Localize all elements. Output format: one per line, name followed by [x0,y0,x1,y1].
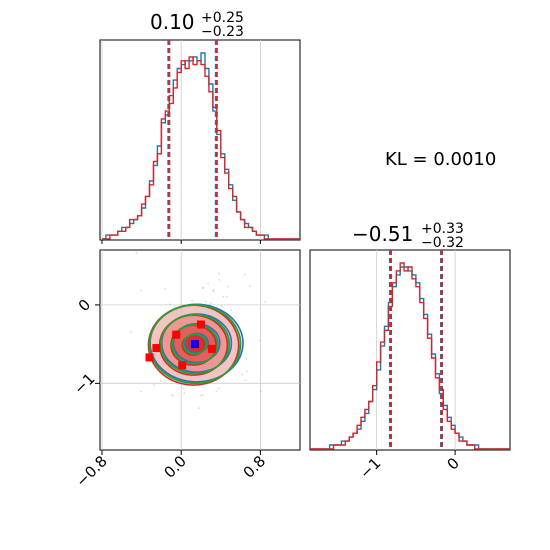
joint-sample-point [159,380,162,383]
joint-red-marker-2 [152,344,161,353]
marginal-param2-panel: −0.51 +0.33 −0.32 [309,221,511,451]
param1-title-minus: −0.23 [201,24,244,40]
joint-red-marker-5 [178,361,187,370]
joint-sample-point [230,309,232,312]
joint-sample-point [152,383,155,386]
param1-tick-label-0: −0.8 [72,452,110,490]
joint-contour-line-green-2 [171,323,219,365]
joint-sample-point [130,331,132,334]
joint-sample-point [171,393,173,396]
joint-sample-point [191,299,194,302]
param2-left-tick-label-0: −1 [70,370,98,398]
joint-sample-point [183,392,186,394]
joint-sample-point [210,302,212,305]
marginal-param2-title: −0.51 +0.33 −0.32 [352,221,464,251]
joint-sample-point [227,285,229,288]
joint-sample-point [212,290,215,293]
joint-sample-point [140,289,143,292]
param2-bottom-tick-label-1: 0 [443,454,462,473]
joint-sample-point [202,394,204,397]
joint-sample-point [207,282,209,285]
joint-blue-marker [191,340,200,349]
param1-tick-label-2: 0.8 [240,452,270,482]
marginal-param1-hist-series-a [102,52,300,240]
param2-left-tick-label-1: 0 [75,296,94,315]
joint-sample-point [222,295,225,298]
marginal-param2-frame [309,249,511,451]
joint-sample-point [200,394,202,397]
param2-title-minus: −0.32 [421,235,464,251]
marginal-param1-panel: 0.10 +0.25 −0.23 [99,10,301,241]
joint-sample-point [169,303,172,306]
marginal-param1-hist-series-b [102,56,300,240]
marginal-param1-title: 0.10 +0.25 −0.23 [150,10,244,40]
param1-tick-label-1: 0.0 [160,452,190,482]
joint-sample-point [246,370,248,373]
joint-sample-point [198,407,200,410]
joint-sample-point [202,287,205,289]
joint-sample-point [258,339,261,342]
joint-red-marker-0 [196,320,205,329]
joint-panel-frame [99,249,301,451]
param1-title-plus: +0.25 [201,10,244,26]
marginal-param2-grid [376,250,456,450]
joint-sample-point [182,387,185,390]
joint-param1-param2-panel [99,249,301,451]
marginal-param2-hist-series-b [310,262,510,450]
joint-contour-line-green-3 [182,333,208,355]
joint-sample-point [135,251,138,254]
joint-sample-point [221,305,223,307]
joint-red-marker-4 [207,344,216,353]
joint-sample-point [217,387,220,390]
joint-sample-point [205,300,207,303]
joint-sample-point [172,395,175,397]
marginal-param2-hist-series-a [310,266,510,450]
joint-contour-line-green-1 [159,313,231,375]
joint-sample-point [218,278,221,281]
marginal-param2-quantiles [389,250,443,450]
joint-sample-point [241,373,244,376]
joint-sample-point [249,285,251,288]
param1-title-value: 0.10 [150,10,195,34]
param2-title-value: −0.51 [352,222,413,246]
joint-sample-point [244,379,247,381]
joint-sample-point [218,272,220,275]
axis-ticks: −0.8 0.0 0.8 −1 0 −1 0 [70,240,463,491]
joint-sample-point [202,286,204,289]
joint-sample-point [225,295,228,298]
joint-contour-line-green-0 [148,304,242,385]
kl-annotation: KL = 0.0010 [385,149,496,170]
marginal-param1-frame [99,39,301,241]
joint-red-marker-1 [172,330,181,339]
joint-sample-point [140,390,143,393]
joint-sample-point [264,300,267,303]
joint-contour-line-a-3 [184,332,209,354]
joint-panel-markers [145,320,216,370]
param2-title-plus: +0.33 [421,221,464,237]
param2-bottom-tick-label-0: −1 [356,454,384,482]
joint-sample-point [215,390,218,393]
joint-red-marker-3 [145,353,154,362]
joint-sample-point [212,288,215,291]
joint-sample-point [260,390,262,392]
joint-sample-point [164,288,167,290]
joint-sample-point [245,357,247,360]
marginal-param1-quantiles [167,40,218,240]
joint-sample-point [243,273,246,276]
marginal-param1-grid [101,40,261,240]
